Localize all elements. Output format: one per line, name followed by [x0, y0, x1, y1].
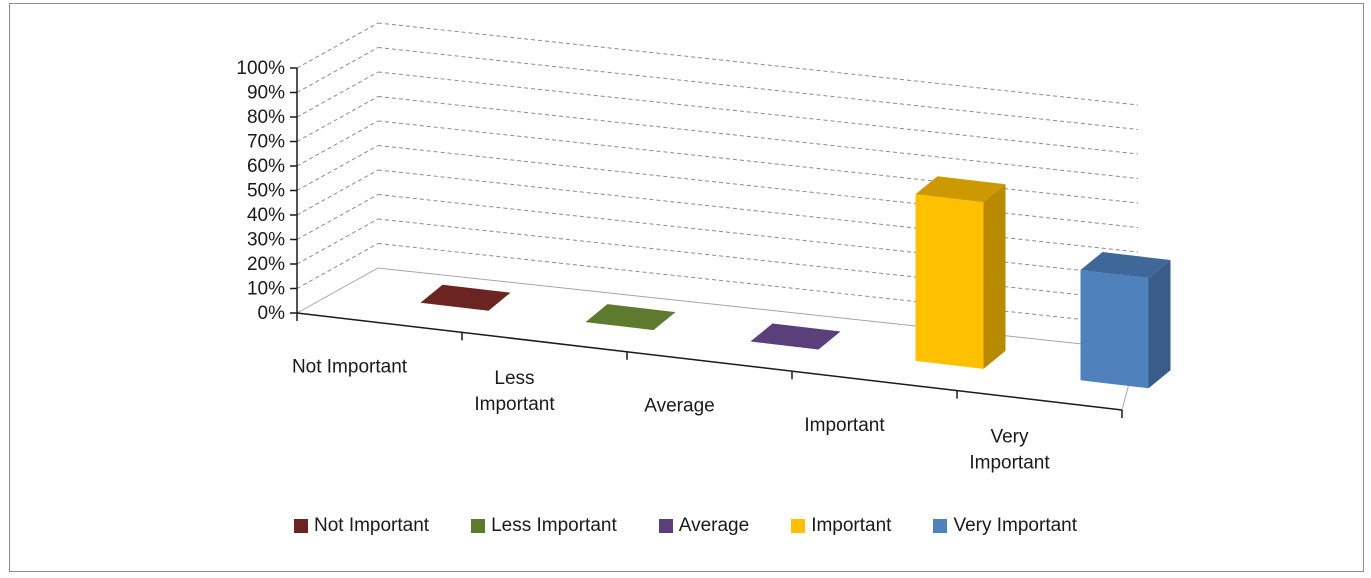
gridline-side [296, 218, 379, 265]
bar-top [420, 284, 511, 311]
legend-item-average: Average [658, 515, 750, 537]
x-tick-label: Very [990, 426, 1029, 447]
legend-swatch [658, 519, 673, 533]
gridline-side [296, 96, 379, 142]
y-tick-label: 0% [258, 303, 286, 324]
x-tick-label: Important [969, 452, 1050, 473]
y-tick-label: 30% [247, 230, 285, 251]
legend-label: Important [811, 515, 892, 536]
bar-top [915, 176, 1006, 203]
y-tick-label: 50% [247, 181, 285, 202]
x-tick-label: Important [474, 394, 555, 415]
bar-top [1080, 252, 1171, 279]
y-tick-label: 10% [247, 279, 285, 300]
gridline-side [296, 169, 379, 216]
bar [585, 304, 676, 331]
gridline-side [296, 71, 379, 118]
legend-item-important: Important [791, 515, 891, 537]
x-tick-label: Important [804, 415, 885, 436]
legend-swatch [471, 519, 486, 533]
gridline-back [377, 22, 1139, 106]
gridline-side [296, 194, 379, 240]
legend-swatch [791, 519, 806, 533]
bar-side [983, 184, 1006, 369]
y-axis: 0% 10% 20% 30% 40% 50% 60% 70% 80% 90% 100% [236, 58, 298, 324]
floor [295, 267, 1139, 411]
bar [420, 284, 511, 311]
gridline-back [377, 47, 1139, 130]
gridlines [296, 22, 1139, 326]
legend-item-very-important: Very Important [933, 515, 1077, 537]
bar-front [1080, 270, 1149, 389]
y-tick-label: 90% [247, 83, 285, 104]
legend: Not Important Less Important Average Imp… [0, 515, 1371, 537]
x-tick-label: Average [644, 396, 714, 417]
legend-label: Less Important [491, 515, 617, 536]
y-tick-label: 100% [236, 58, 285, 79]
y-tick-label: 20% [247, 254, 285, 275]
gridline-back [377, 96, 1139, 179]
x-tick-label: Less [494, 368, 534, 389]
bar [1080, 252, 1171, 389]
gridline-back [377, 194, 1139, 277]
gridline-side [296, 120, 379, 167]
gridline-back [377, 145, 1139, 228]
gridline-back [377, 218, 1139, 302]
legend-swatch [933, 519, 948, 533]
gridline-back [377, 120, 1139, 204]
y-tick-label: 60% [247, 156, 285, 177]
legend-label: Very Important [953, 515, 1078, 536]
y-tick-label: 80% [247, 107, 285, 128]
gridline-back [377, 71, 1139, 155]
bar [915, 176, 1006, 369]
gridline-side [296, 145, 379, 191]
bars [420, 176, 1171, 389]
gridline-side [296, 22, 379, 69]
gridline-back [377, 169, 1139, 253]
x-axis: Not Important Less Important Average Importa… [292, 312, 1123, 473]
legend-label: Average [678, 515, 750, 536]
legend-item-not-important: Not Important [293, 515, 430, 537]
legend-label: Not Important [313, 515, 430, 536]
x-tick-label: Not Important [292, 357, 408, 378]
bar-side [1148, 260, 1171, 389]
bar-top [750, 323, 841, 350]
legend-swatch [293, 519, 308, 533]
x-axis-line [296, 312, 1123, 411]
bar-top [585, 304, 676, 331]
chart-walls [295, 267, 1139, 411]
gridline-side [296, 243, 379, 289]
gridline-side [296, 47, 379, 93]
y-tick-label: 70% [247, 132, 285, 153]
gridline-back [377, 243, 1139, 326]
y-tick-label: 40% [247, 205, 285, 226]
bar [750, 323, 841, 350]
bar-front [915, 194, 984, 369]
legend-item-less-important: Less Important [471, 515, 617, 537]
